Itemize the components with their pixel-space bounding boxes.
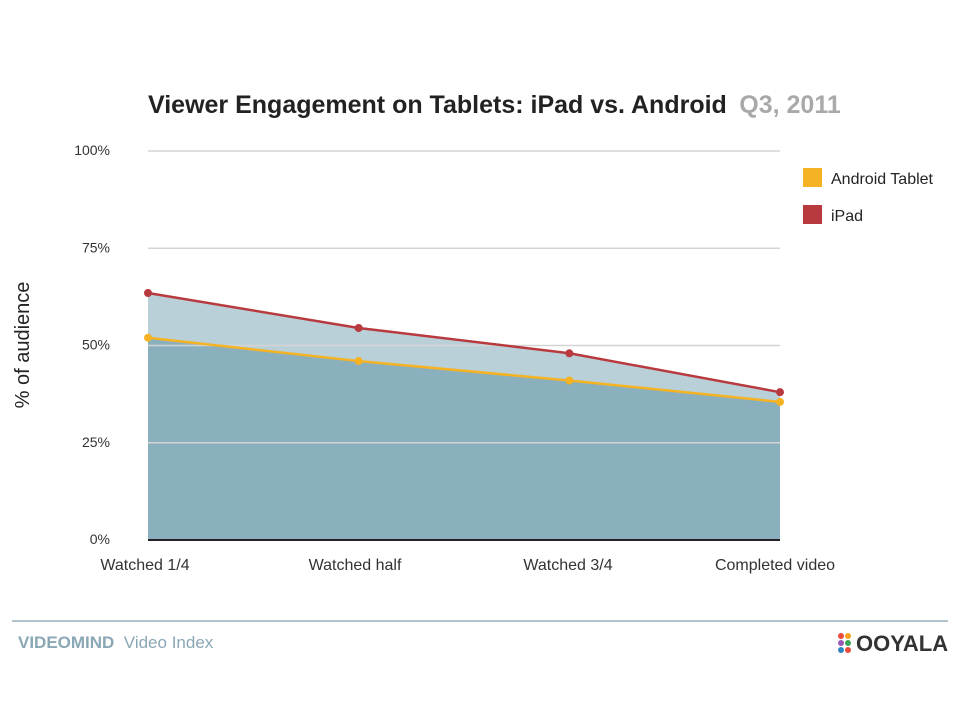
- x-tick-label-completed-video: Completed video: [715, 557, 835, 574]
- y-axis-ticks: 0% 25% 50% 75% 100%: [74, 142, 110, 547]
- data-point-ipad-1: [144, 288, 152, 297]
- series-lines: [147, 291, 781, 404]
- data-point-android-tablet-4: [776, 397, 784, 406]
- x-axis-ticks: Watched 1/4 Watched half Watched 3/4 Comple…: [100, 557, 835, 574]
- series-points: [144, 288, 784, 406]
- footer-brand-regular: Video Index: [124, 633, 214, 652]
- x-tick-label-watched-3-4: Watched 3/4: [523, 557, 612, 574]
- data-point-ipad-4: [776, 388, 784, 397]
- area-layer: [148, 292, 780, 540]
- data-point-android-tablet-2: [354, 357, 363, 366]
- legend-swatch-ipad: [803, 205, 822, 224]
- area-android-tablet: [148, 337, 780, 540]
- x-tick-label-watched-half: Watched half: [309, 557, 402, 574]
- y-tick-label-50: 50%: [82, 337, 110, 353]
- legend-label-ipad: iPad: [831, 208, 863, 225]
- data-point-ipad-3: [565, 349, 574, 358]
- y-axis-label: % of audience: [12, 282, 34, 409]
- y-tick-label-25: 25%: [82, 434, 110, 450]
- legend-label-android-tablet: Android Tablet: [831, 171, 934, 188]
- series-line-android-tablet: [147, 336, 781, 404]
- ooyala-logo: OOYALA: [838, 631, 948, 656]
- data-point-ipad-2: [354, 323, 363, 332]
- footer-brand-bold: VIDEOMIND: [18, 633, 114, 652]
- data-point-android-tablet-1: [144, 333, 152, 342]
- ooyala-dots-icon: [838, 633, 851, 653]
- series-line-ipad: [147, 291, 781, 394]
- legend-swatch-android-tablet: [803, 168, 822, 187]
- legend: Android Tablet iPad: [803, 168, 934, 225]
- y-tick-label-100: 100%: [74, 142, 110, 158]
- x-tick-label-watched-1-4: Watched 1/4: [100, 557, 189, 574]
- chart-title-period: Q3, 2011: [739, 91, 841, 119]
- data-point-android-tablet-3: [565, 376, 574, 385]
- footer-brand: VIDEOMIND Video Index: [18, 633, 214, 652]
- grid-layer: [148, 150, 780, 541]
- chart-title: Viewer Engagement on Tablets: iPad vs. A…: [148, 91, 841, 119]
- chart-title-main: Viewer Engagement on Tablets: iPad vs. A…: [148, 91, 727, 119]
- ooyala-logo-text: OOYALA: [856, 631, 948, 656]
- y-tick-label-0: 0%: [90, 531, 110, 547]
- y-tick-label-75: 75%: [82, 239, 110, 255]
